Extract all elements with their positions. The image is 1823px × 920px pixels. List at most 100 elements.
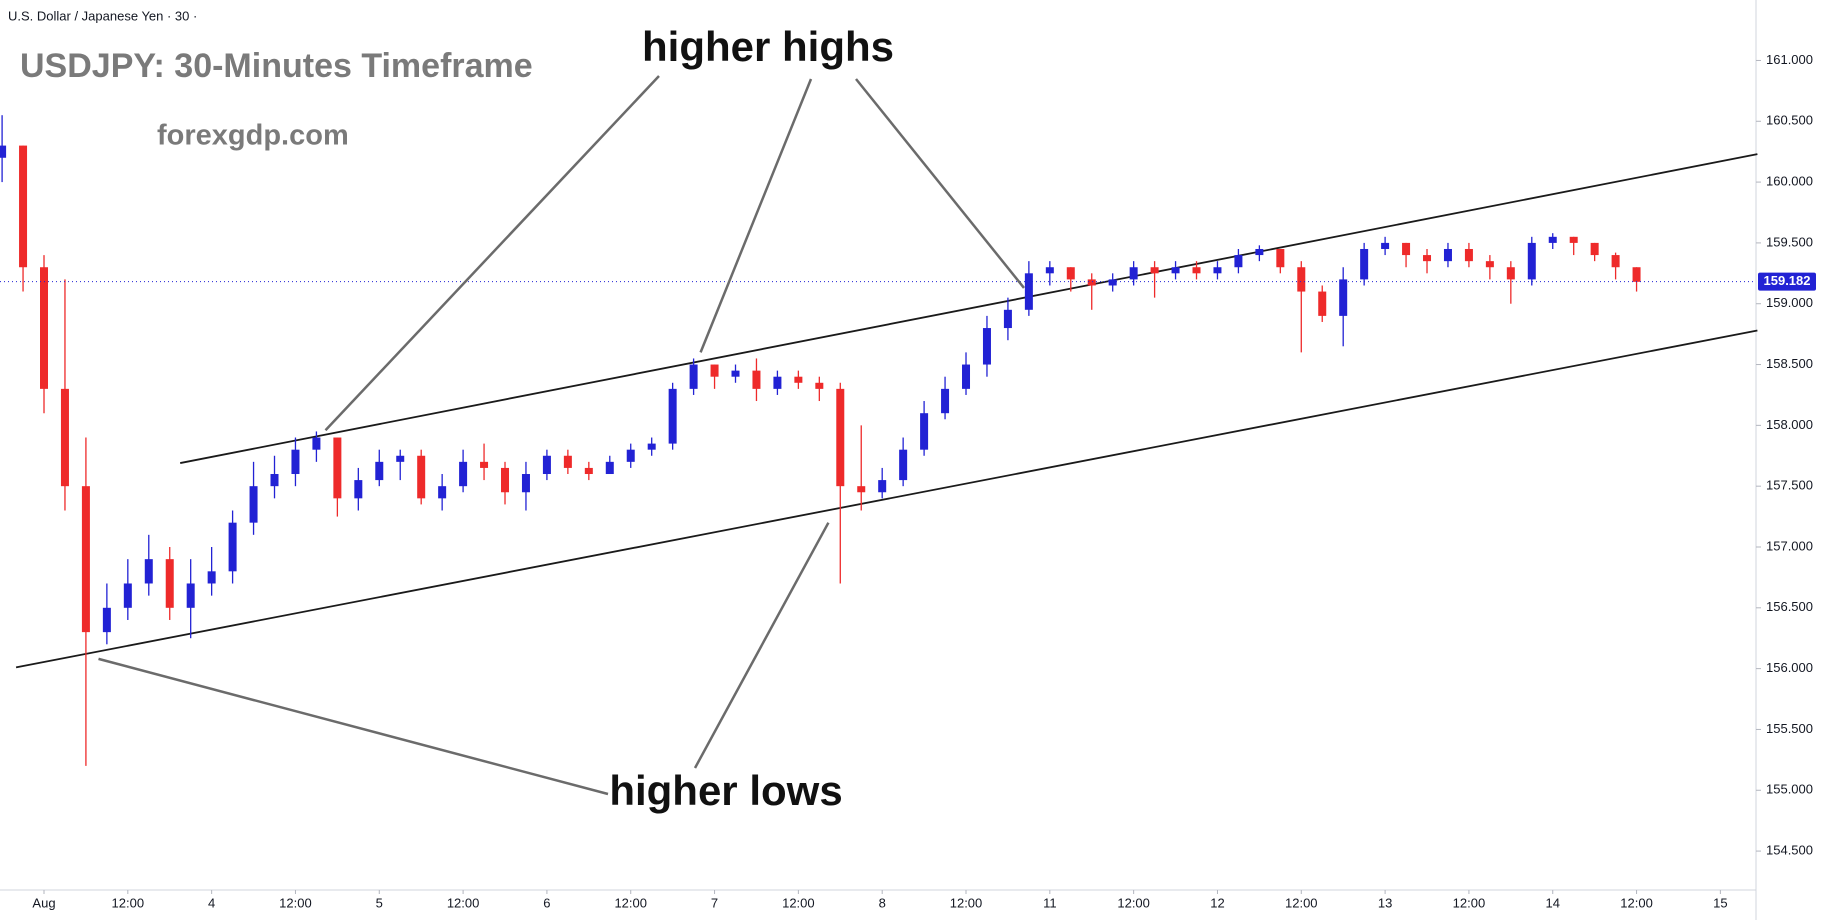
candle-body <box>1443 248 1452 262</box>
candle-body <box>605 461 614 475</box>
candle-body <box>165 559 174 608</box>
candle-body <box>1485 261 1494 268</box>
x-tick-label: 6 <box>543 895 550 910</box>
x-tick-label: 12:00 <box>1453 895 1486 910</box>
candle-body <box>521 474 530 493</box>
annotation-label: higher highs <box>642 23 894 70</box>
candle-body <box>270 474 279 487</box>
candle-body <box>1045 267 1054 274</box>
candle-body <box>710 364 719 377</box>
y-tick-label: 155.000 <box>1766 782 1813 797</box>
candle-body <box>1590 242 1599 256</box>
y-tick-label: 156.500 <box>1766 599 1813 614</box>
x-tick-label: 11 <box>1043 895 1057 910</box>
candle-body <box>228 522 237 572</box>
candle-body <box>81 486 90 633</box>
candle-body <box>1360 248 1369 280</box>
candle-body <box>1234 255 1243 268</box>
x-tick-label: 12:00 <box>1285 895 1318 910</box>
x-tick-label: 12:00 <box>1117 895 1150 910</box>
candle-body <box>1276 248 1285 268</box>
candle-body <box>563 455 572 468</box>
candle-body <box>207 571 216 584</box>
y-tick-label: 160.500 <box>1766 113 1813 128</box>
candle-body <box>1548 236 1557 243</box>
candle-body <box>1381 242 1390 249</box>
candle-body <box>626 449 635 462</box>
x-tick-label: 12:00 <box>447 895 480 910</box>
candle-body <box>375 461 384 481</box>
annotation-pointer <box>693 522 830 769</box>
candle-body <box>354 480 363 499</box>
x-tick-label: 15 <box>1713 895 1727 910</box>
x-tick-label: 14 <box>1546 895 1560 910</box>
x-tick-label: 12:00 <box>112 895 145 910</box>
candle-body <box>102 607 111 633</box>
candle-body <box>123 583 132 608</box>
candle-body <box>982 328 991 365</box>
candle-body <box>1024 273 1033 310</box>
x-tick-label: Aug <box>32 895 55 910</box>
candle-body <box>459 461 468 487</box>
candle-body <box>668 388 677 444</box>
candle-body <box>752 370 761 389</box>
candle-body <box>1003 309 1012 329</box>
candle-body <box>1527 242 1536 280</box>
x-tick-label: 4 <box>208 895 215 910</box>
candle-body <box>1087 279 1096 286</box>
y-tick-label: 157.000 <box>1766 538 1813 553</box>
candle-body <box>1213 267 1222 274</box>
candle-body <box>794 376 803 383</box>
y-tick-label: 156.000 <box>1766 660 1813 675</box>
x-tick-label: 12:00 <box>950 895 983 910</box>
y-tick-label: 159.500 <box>1766 234 1813 249</box>
candle-body <box>1255 248 1264 256</box>
x-tick-label: 12:00 <box>782 895 815 910</box>
candle-body <box>542 455 551 475</box>
candle-body <box>920 413 929 450</box>
candle-body <box>1150 267 1159 274</box>
trend-line <box>15 329 1758 669</box>
y-tick-label: 158.000 <box>1766 417 1813 432</box>
annotation-label: higher lows <box>609 767 842 814</box>
candle-body <box>1632 267 1641 282</box>
x-tick-label: 5 <box>376 895 383 910</box>
candle-body <box>689 364 698 389</box>
candle-body <box>1066 267 1075 280</box>
annotation-pointer <box>98 657 609 796</box>
candle-body <box>312 437 321 450</box>
candle-body <box>1611 255 1620 268</box>
candle-body <box>19 145 28 268</box>
candle-body <box>291 449 300 475</box>
last-price-label: 159.182 <box>1764 273 1811 288</box>
candle-body <box>773 376 782 389</box>
candle-body <box>584 467 593 475</box>
candle-body <box>878 480 887 493</box>
candle-body <box>1506 267 1515 280</box>
annotation-pointer <box>699 78 813 353</box>
candle-body <box>1339 279 1348 316</box>
x-tick-label: 13 <box>1378 895 1392 910</box>
symbol-header: U.S. Dollar / Japanese Yen · 30 · <box>8 8 197 23</box>
candle-body <box>962 364 971 389</box>
candle-body <box>941 388 950 414</box>
candle-body <box>333 437 342 499</box>
candle-body <box>857 486 866 493</box>
chart-title: USDJPY: 30-Minutes Timeframe <box>20 47 533 85</box>
y-tick-label: 160.000 <box>1766 174 1813 189</box>
x-tick-label: 8 <box>879 895 886 910</box>
y-tick-label: 158.500 <box>1766 356 1813 371</box>
candle-body <box>249 486 258 523</box>
x-tick-label: 12 <box>1210 895 1224 910</box>
candle-body <box>1423 255 1432 262</box>
candle-body <box>836 388 845 487</box>
candle-body <box>438 486 447 499</box>
candle-body <box>40 267 49 389</box>
candle-body <box>501 467 510 493</box>
candle-body <box>1464 248 1473 262</box>
x-tick-label: 12:00 <box>614 895 647 910</box>
candle-body <box>1108 279 1117 286</box>
candle-body <box>60 388 69 487</box>
